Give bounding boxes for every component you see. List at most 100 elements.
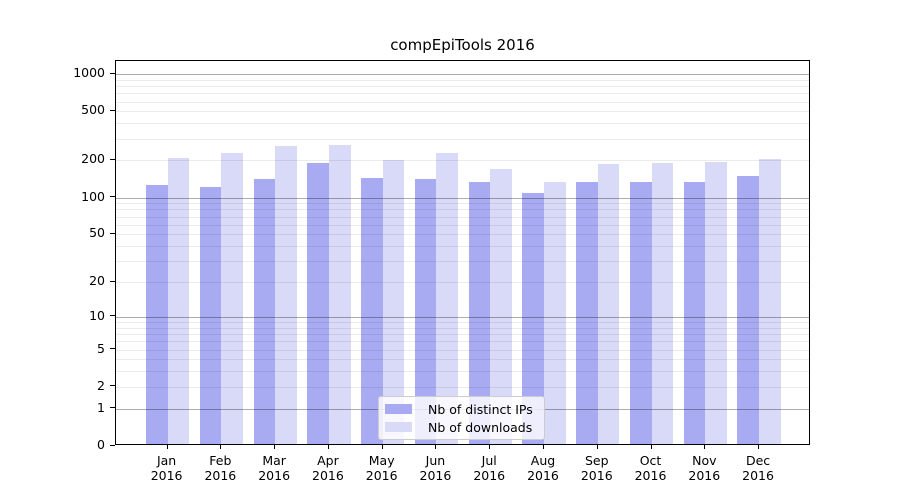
y-tick-mark-50	[110, 232, 115, 234]
y-tick-mark-1000	[110, 72, 115, 74]
bar-nb-of-distinct-ips-sep-2016	[576, 181, 598, 444]
legend-swatch-downloads	[385, 422, 412, 432]
y-tick-label-100: 100	[81, 188, 105, 204]
bar-nb-of-downloads-nov-2016	[705, 161, 727, 444]
bar-nb-of-distinct-ips-feb-2016	[199, 187, 222, 444]
y-tick-mark-2	[110, 385, 115, 387]
x-tick-label-jan-2016: Jan 2016	[150, 453, 183, 483]
gridline-minor-700	[116, 93, 809, 95]
bar-nb-of-downloads-apr-2016	[328, 144, 351, 444]
y-tick-mark-1	[110, 407, 115, 409]
bar-nb-of-downloads-may-2016	[382, 160, 405, 444]
gridline-minor-2	[116, 386, 809, 388]
bar-nb-of-distinct-ips-may-2016	[361, 177, 383, 444]
gridline-minor-4	[116, 359, 809, 361]
gridline-minor-6	[116, 341, 809, 343]
gridline-minor-7	[116, 334, 809, 335]
x-tick-mark-feb-2016	[220, 445, 222, 449]
x-tick-label-jul-2016: Jul 2016	[473, 453, 506, 483]
y-tick-label-0: 0	[97, 437, 105, 452]
bar-nb-of-downloads-dec-2016	[759, 158, 781, 444]
legend-label-downloads: Nb of downloads	[428, 419, 533, 435]
bar-nb-of-distinct-ips-aug-2016	[522, 193, 544, 444]
bar-nb-of-distinct-ips-oct-2016	[629, 181, 652, 444]
gridline-major-1000	[116, 74, 809, 75]
y-tick-mark-0	[110, 444, 115, 446]
x-tick-mark-apr-2016	[327, 445, 329, 449]
y-tick-label-20: 20	[89, 273, 105, 289]
x-tick-label-feb-2016: Feb 2016	[204, 453, 237, 483]
bar-nb-of-distinct-ips-jun-2016	[414, 178, 437, 444]
gridline-minor-500	[116, 111, 809, 113]
legend: Nb of distinct IPs Nb of downloads	[378, 396, 545, 440]
gridline-minor-70	[116, 216, 809, 218]
y-tick-mark-200	[110, 158, 115, 160]
gridline-major-10	[116, 316, 809, 318]
gridline-minor-20	[116, 282, 809, 284]
y-tick-mark-10	[110, 315, 115, 317]
legend-item-distinct-ips: Nb of distinct IPs	[385, 401, 536, 417]
gridline-minor-5	[116, 349, 809, 351]
gridline-minor-300	[116, 138, 809, 140]
x-tick-label-oct-2016: Oct 2016	[634, 453, 667, 483]
gridline-minor-400	[116, 123, 809, 125]
gridline-minor-600	[116, 101, 809, 103]
legend-swatch-distinct-ips	[385, 404, 412, 414]
y-tick-label-200: 200	[81, 151, 105, 167]
gridline-major-100	[116, 197, 809, 199]
y-tick-label-5: 5	[97, 340, 105, 356]
x-tick-label-nov-2016: Nov 2016	[688, 453, 721, 483]
y-tick-label-500: 500	[81, 102, 105, 118]
x-tick-mark-dec-2016	[758, 445, 760, 449]
x-tick-label-dec-2016: Dec 2016	[742, 453, 774, 483]
gridline-minor-8	[116, 327, 809, 329]
x-tick-mark-aug-2016	[542, 445, 544, 449]
gridline-minor-200	[116, 160, 809, 162]
bar-nb-of-downloads-mar-2016	[275, 145, 297, 444]
y-tick-label-10: 10	[89, 307, 105, 323]
bar-nb-of-distinct-ips-jul-2016	[468, 182, 491, 444]
gridline-minor-9	[116, 322, 809, 323]
plot-area	[115, 60, 810, 445]
bar-nb-of-distinct-ips-apr-2016	[307, 163, 329, 444]
y-tick-label-50: 50	[89, 225, 105, 241]
y-tick-mark-20	[110, 280, 115, 282]
legend-label-distinct-ips: Nb of distinct IPs	[428, 401, 533, 417]
bar-nb-of-downloads-feb-2016	[221, 153, 243, 444]
bar-nb-of-distinct-ips-jan-2016	[146, 184, 168, 444]
y-tick-label-1: 1	[97, 399, 105, 415]
x-tick-mark-nov-2016	[704, 445, 706, 449]
bar-nb-of-distinct-ips-dec-2016	[737, 176, 760, 444]
bar-nb-of-downloads-jun-2016	[436, 153, 459, 444]
gridline-minor-30	[116, 261, 809, 263]
y-tick-mark-100	[110, 196, 115, 197]
bar-nb-of-downloads-aug-2016	[543, 182, 566, 444]
gridline-minor-900	[116, 79, 809, 81]
gridline-minor-80	[116, 209, 809, 211]
legend-item-downloads: Nb of downloads	[385, 419, 536, 435]
bar-nb-of-distinct-ips-mar-2016	[253, 179, 276, 444]
x-tick-mark-mar-2016	[274, 445, 276, 449]
bar-nb-of-distinct-ips-nov-2016	[683, 181, 706, 444]
x-tick-label-aug-2016: Aug 2016	[527, 453, 559, 483]
gridline-minor-90	[116, 203, 809, 205]
x-tick-mark-jul-2016	[489, 445, 491, 449]
y-tick-mark-5	[110, 348, 115, 350]
y-tick-label-2: 2	[97, 377, 105, 393]
x-tick-label-mar-2016: Mar 2016	[258, 453, 291, 483]
y-tick-label-1000: 1000	[73, 65, 105, 80]
x-tick-mark-sep-2016	[596, 445, 598, 449]
gridline-minor-60	[116, 224, 809, 226]
x-tick-label-may-2016: May 2016	[365, 453, 398, 483]
bar-nb-of-downloads-jan-2016	[167, 158, 190, 444]
bar-nb-of-downloads-oct-2016	[651, 162, 674, 444]
gridline-minor-3	[116, 371, 809, 373]
gridline-minor-40	[116, 246, 809, 247]
chart-title: compEpiTools 2016	[390, 36, 535, 54]
gridline-minor-800	[116, 86, 809, 87]
bar-nb-of-downloads-sep-2016	[597, 164, 620, 444]
x-tick-mark-jun-2016	[435, 445, 437, 449]
bar-nb-of-downloads-jul-2016	[490, 168, 512, 444]
x-tick-mark-oct-2016	[650, 445, 652, 449]
